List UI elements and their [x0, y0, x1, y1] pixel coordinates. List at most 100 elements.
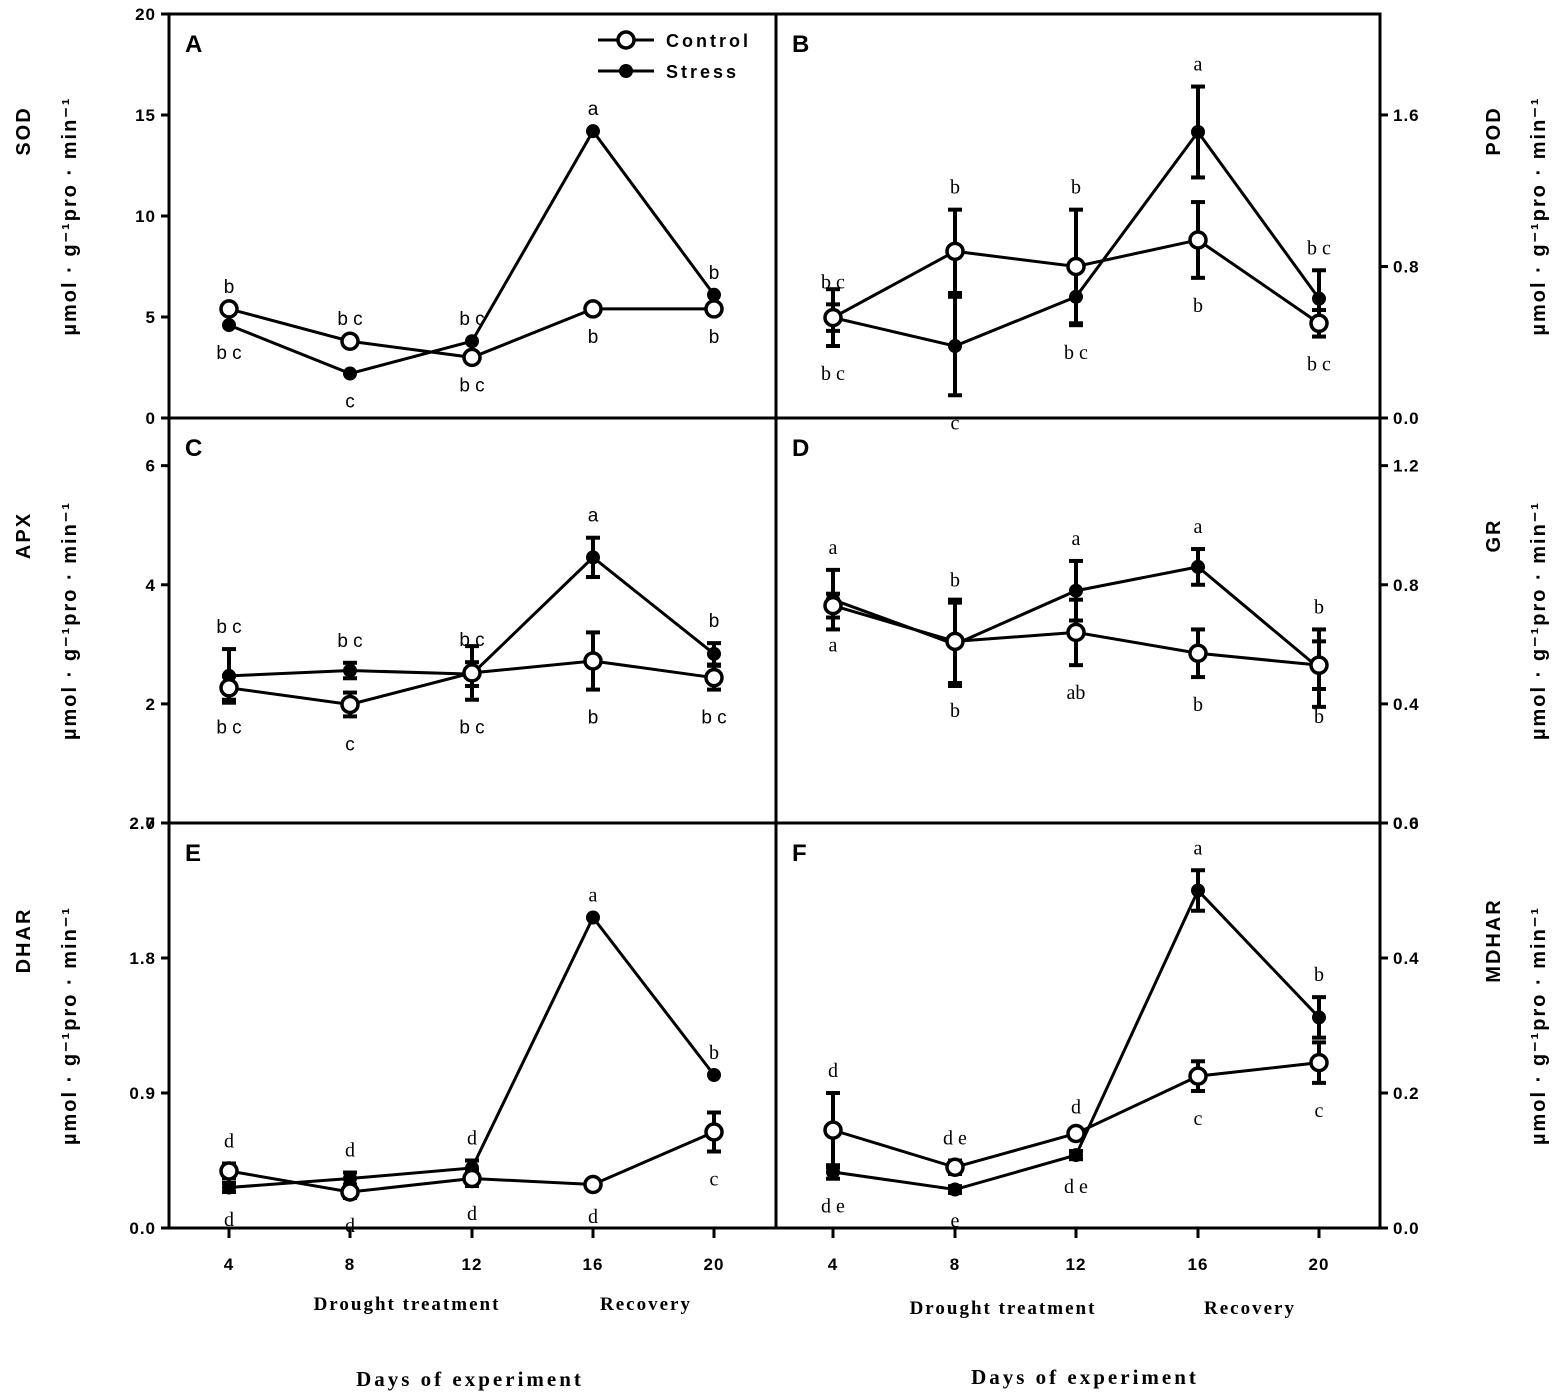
point-control-e-1: [340, 1182, 360, 1202]
y-axis-label-b: POD: [1483, 106, 1505, 155]
y-axis-label-e: DHAR: [13, 908, 35, 974]
sig-letter-stress-d-3: a: [1194, 516, 1203, 538]
legend-control-marker: [616, 30, 636, 50]
sig-letter-stress-c-1: b c: [337, 631, 362, 652]
y-tick-label-e-3: 2.7: [129, 814, 156, 833]
point-control-c-2: [462, 663, 482, 683]
point-control-c-1: [340, 694, 360, 715]
point-control-a-4: [704, 299, 724, 319]
point-control-f-4: [1309, 1052, 1329, 1073]
point-control-d-1: [945, 631, 965, 652]
y-tick-label-d-1: 0.4: [1393, 695, 1420, 714]
y-tick-label-d-3: 1.2: [1393, 457, 1420, 476]
point-stress-f-0: [826, 1164, 840, 1179]
sig-letter-control-b-4: b c: [1307, 354, 1331, 376]
sig-letter-control-e-2: d: [467, 1203, 477, 1225]
sig-letter-stress-c-0: b c: [216, 617, 241, 638]
sig-letter-stress-b-3: a: [1194, 54, 1203, 76]
sig-letter-control-f-2: d: [1071, 1096, 1081, 1118]
y-axis-unit-c: µmol · g⁻¹pro · min⁻¹: [59, 501, 81, 740]
point-stress-a-0: [222, 318, 236, 333]
y-axis-unit-e: µmol · g⁻¹pro · min⁻¹: [59, 906, 81, 1145]
point-control-e-2: [462, 1168, 482, 1189]
sig-letter-stress-f-0: d e: [821, 1196, 845, 1218]
y-axis-label-c: APX: [13, 512, 35, 559]
point-control-b-0: [823, 307, 843, 328]
sig-letter-control-a-1: b c: [337, 309, 362, 330]
x-tick-label-right-16: 16: [1188, 1255, 1209, 1274]
panel-e-letter: E: [185, 840, 201, 867]
y-tick-label-b-2: 1.6: [1393, 106, 1420, 125]
point-stress-b-1: [948, 339, 962, 354]
x-tick-label-right-12: 12: [1066, 1255, 1087, 1274]
sig-letter-control-c-2: b c: [459, 718, 484, 739]
x-tick-label-right-8: 8: [950, 1255, 960, 1274]
sig-letter-stress-c-4: b: [709, 611, 720, 632]
sig-letter-control-e-1: d: [345, 1215, 355, 1237]
sig-letter-stress-f-3: a: [1194, 837, 1203, 859]
sig-letter-control-a-2: b c: [459, 375, 484, 396]
legend-control-label: Control: [666, 31, 751, 51]
point-stress-c-3: [586, 550, 600, 565]
point-stress-e-4: [707, 1068, 721, 1082]
point-control-c-3: [583, 651, 603, 671]
sig-letter-control-e-4: c: [710, 1169, 719, 1191]
x-axis-title-left: Days of experiment: [356, 1367, 584, 1391]
sig-letter-stress-e-1: d: [345, 1140, 355, 1162]
sig-letter-stress-d-2: a: [1072, 528, 1081, 550]
sig-letter-control-e-0: d: [224, 1131, 234, 1153]
y-tick-label-b-0: 0.0: [1393, 409, 1420, 428]
point-control-e-3: [583, 1174, 603, 1195]
point-control-e-4: [704, 1122, 724, 1142]
y-tick-label-f-2: 0.4: [1393, 949, 1420, 968]
sig-letter-control-f-1: d e: [943, 1128, 967, 1150]
panel-c: C 0 2 4 6 APX µmol · g⁻¹pro · min⁻¹ b c c b c b b c…: [13, 416, 778, 833]
point-stress-f-2: [1069, 1148, 1083, 1163]
y-axis-unit-f: µmol · g⁻¹pro · min⁻¹: [1528, 906, 1550, 1145]
sig-letter-stress-f-1: e: [951, 1210, 960, 1232]
panel-a: A 0 5 10 15 20 SOD µmol · g⁻¹pro · min⁻¹ b b c b c…: [13, 5, 778, 428]
point-control-a-1: [340, 331, 360, 351]
x-sublabel-drought-right: Drought treatment: [910, 1298, 1097, 1319]
point-control-f-1: [945, 1157, 965, 1177]
y-tick-label-f-0: 0.0: [1393, 1219, 1420, 1238]
y-tick-label-f-3: 0.6: [1393, 814, 1420, 833]
panel-d: D0.00.40.81.2GR µmol · g⁻¹pro · min⁻¹abab…: [774, 416, 1550, 833]
y-axis-label-d: GR: [1483, 519, 1505, 553]
y-tick-label-e-0: 0.0: [129, 1219, 156, 1238]
sig-letter-control-d-4: b: [1314, 706, 1324, 728]
sig-letter-stress-d-0: a: [829, 537, 838, 559]
sig-letter-control-a-3: b: [588, 327, 599, 348]
point-control-c-0: [219, 678, 239, 698]
y-tick-label-c-3: 6: [146, 457, 156, 476]
x-axis-left: 4 8 12 16 20 Drought treatment Recovery …: [224, 1255, 725, 1391]
point-stress-e-0: [222, 1180, 236, 1195]
point-control-d-3: [1188, 643, 1208, 664]
point-control-f-2: [1066, 1123, 1086, 1144]
sig-letter-stress-c-2: b c: [459, 630, 484, 651]
sig-letter-control-b-0: b c: [821, 271, 845, 293]
point-stress-e-3: [586, 910, 600, 925]
point-control-d-2: [1066, 622, 1086, 643]
sig-letter-control-d-2: ab: [1067, 682, 1086, 704]
y-tick-label-a-3: 15: [135, 106, 156, 125]
sig-letter-control-a-4: b: [709, 327, 720, 348]
y-tick-label-d-0: 0.0: [1393, 814, 1420, 833]
sig-letter-stress-e-2: d: [467, 1128, 477, 1150]
x-tick-label-left-8: 8: [345, 1255, 355, 1274]
y-tick-label-e-2: 1.8: [129, 949, 156, 968]
sig-letter-stress-b-4: b c: [1307, 237, 1331, 259]
point-stress-b-4: [1312, 291, 1326, 306]
sig-letter-control-d-1: b: [950, 700, 960, 722]
legend-stress-label: Stress: [666, 62, 739, 82]
x-sublabel-recovery-left: Recovery: [600, 1294, 692, 1315]
y-tick-label-a-0: 0: [146, 409, 156, 428]
y-tick-label-e-1: 0.9: [129, 1084, 156, 1103]
legend-stress-marker: [619, 64, 633, 78]
x-tick-label-left-20: 20: [704, 1255, 725, 1274]
point-control-b-3: [1188, 230, 1208, 250]
sig-letter-stress-f-4: b: [1314, 964, 1324, 986]
sig-letter-stress-c-3: a: [588, 506, 599, 527]
